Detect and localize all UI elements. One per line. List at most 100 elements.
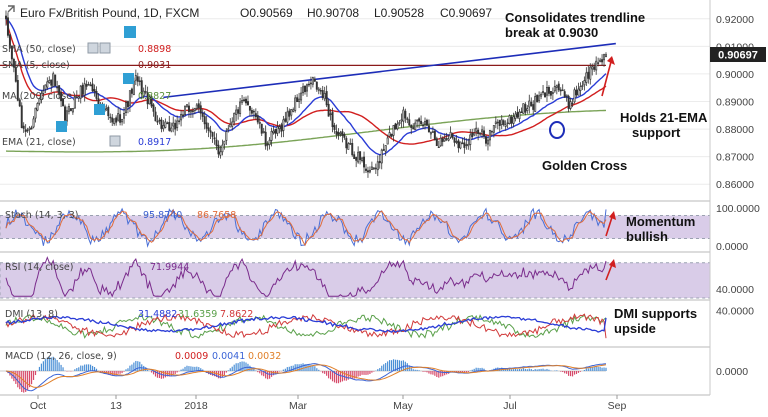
candle-body — [433, 130, 436, 141]
candle-body — [404, 110, 407, 119]
candle-body — [152, 104, 155, 112]
stoch-d-value: 86.7658 — [197, 210, 236, 221]
candle-body — [408, 119, 411, 126]
candle-body — [81, 84, 84, 95]
rsi-line — [5, 256, 607, 298]
price-panel — [0, 0, 710, 200]
candle-body — [305, 84, 308, 92]
indicator-visibility-icon[interactable] — [94, 104, 105, 115]
candle-body — [300, 92, 303, 101]
trendline-arrowhead — [607, 56, 615, 65]
indicator-close-icon[interactable] — [99, 42, 111, 54]
candle-body — [26, 129, 29, 132]
candle-body — [160, 119, 163, 129]
candle-body — [60, 92, 63, 102]
candle-body — [427, 125, 430, 133]
indicator-visibility-icon[interactable] — [56, 121, 67, 132]
annotation-trendline-line2: break at 0.9030 — [505, 25, 598, 40]
candle-body — [492, 125, 495, 133]
candle-body — [370, 166, 373, 170]
candle-body — [213, 137, 216, 140]
candle-body — [250, 110, 253, 114]
price-tick-label: 0.87000 — [716, 152, 754, 164]
candle-body — [465, 144, 468, 146]
candle-body — [351, 143, 354, 156]
candle-body — [414, 122, 417, 131]
candle-body — [280, 124, 283, 132]
candle-body — [553, 86, 556, 92]
candle-body — [337, 131, 340, 136]
candle-body — [547, 87, 550, 94]
candle-body — [418, 118, 421, 122]
candle-body — [453, 137, 456, 143]
last-price-badge: 0.90697 — [710, 47, 766, 62]
price-tick-label: 0.90000 — [716, 69, 754, 81]
x-tick-label: Sep — [608, 400, 627, 412]
candle-body — [512, 116, 515, 124]
candle-body — [522, 103, 525, 114]
candle-body — [325, 91, 328, 106]
indicator-visibility-icon[interactable] — [123, 73, 134, 84]
candle-body — [237, 109, 240, 114]
candle-body — [557, 83, 560, 91]
price-tick-label: 0.92000 — [716, 14, 754, 26]
candle-body — [575, 89, 578, 96]
stochastic-tick-label: 0.0000 — [716, 241, 748, 253]
candle-body — [345, 138, 348, 149]
collapse-icon[interactable] — [7, 5, 15, 13]
candle-body — [402, 109, 405, 122]
candle-body — [6, 17, 9, 36]
candle-body — [48, 80, 51, 83]
candle-body — [439, 137, 442, 147]
indicator-visibility-icon[interactable] — [124, 26, 136, 38]
rsi-band — [0, 262, 711, 299]
candle-body — [577, 88, 580, 96]
candle-body — [435, 138, 438, 147]
candle-body — [526, 108, 529, 111]
annotation-momentum-line2: bullish — [626, 229, 668, 244]
candle-body — [105, 108, 108, 111]
candle-body — [264, 131, 267, 147]
candle-body — [195, 104, 198, 109]
candle-body — [56, 86, 59, 89]
candle-body — [441, 138, 444, 142]
rsi-arrowhead — [609, 259, 616, 268]
dmi-adx-line — [5, 315, 607, 333]
candle-body — [239, 101, 242, 115]
candle-body — [542, 91, 545, 94]
candle-body — [52, 73, 55, 87]
candle-body — [294, 97, 297, 111]
indicator-settings-icon[interactable] — [109, 135, 121, 147]
ohlc-close: C0.90697 — [440, 6, 492, 20]
candle-body — [498, 120, 501, 126]
candle-body — [34, 107, 37, 119]
candle-body — [126, 101, 129, 108]
rsi-tick-label: 40.0000 — [716, 284, 754, 296]
candle-body — [40, 92, 43, 100]
candle-body — [357, 151, 360, 163]
candle-body — [215, 139, 218, 146]
candle-body — [451, 133, 454, 138]
candle-body — [91, 83, 94, 92]
candle-body — [130, 88, 133, 94]
annotation-golden-cross: Golden Cross — [542, 158, 627, 173]
candle-body — [252, 110, 255, 113]
candle-body — [601, 59, 604, 63]
candle-body — [365, 168, 367, 171]
candle-body — [134, 75, 137, 81]
candle-body — [416, 119, 419, 122]
candle-body — [28, 127, 31, 130]
candle-body — [191, 110, 194, 113]
candle-body — [309, 82, 312, 85]
candle-body — [593, 66, 596, 70]
candle-body — [561, 89, 564, 92]
candle-body — [589, 66, 592, 80]
candle-body — [93, 89, 96, 92]
indicator-settings-icon[interactable] — [87, 42, 99, 54]
candle-body — [162, 125, 165, 130]
candle-body — [258, 121, 261, 124]
macd-signal-line — [5, 364, 607, 388]
chart-header: Euro Fx/British Pound, 1D, FXCM O0.90569… — [7, 5, 492, 20]
candle-body — [457, 140, 460, 149]
candle-body — [87, 83, 90, 86]
